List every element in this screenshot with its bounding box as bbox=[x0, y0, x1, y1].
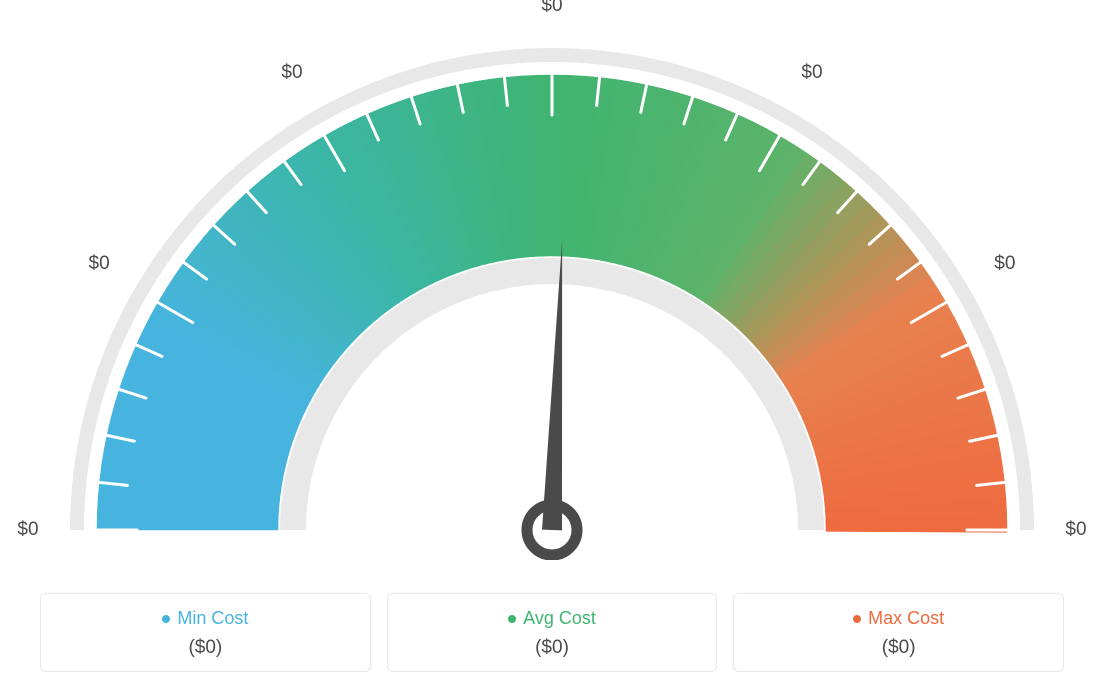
legend-title: Avg Cost bbox=[523, 608, 596, 629]
legend-title-row: Min Cost bbox=[51, 608, 360, 629]
legend-dot-icon bbox=[853, 615, 861, 623]
gauge-chart: $0 $0 $0 $0 $0 $0 $0 bbox=[0, 0, 1104, 560]
legend-value: ($0) bbox=[51, 637, 360, 659]
legend-row: Min Cost ($0) Avg Cost ($0) Max Cost ($0) bbox=[40, 593, 1064, 672]
legend-dot-icon bbox=[162, 615, 170, 623]
legend-title: Min Cost bbox=[177, 608, 248, 629]
legend-value: ($0) bbox=[744, 637, 1053, 659]
gauge-tick-label: $0 bbox=[801, 62, 822, 84]
gauge-tick-label: $0 bbox=[89, 253, 110, 275]
gauge-tick-label: $0 bbox=[541, 0, 562, 17]
legend-card: Avg Cost ($0) bbox=[387, 593, 718, 672]
gauge-tick-label: $0 bbox=[1065, 519, 1086, 541]
legend-card: Max Cost ($0) bbox=[733, 593, 1064, 672]
legend-title: Max Cost bbox=[868, 608, 944, 629]
gauge-tick-label: $0 bbox=[994, 253, 1015, 275]
gauge-tick-label: $0 bbox=[17, 519, 38, 541]
legend-dot-icon bbox=[508, 615, 516, 623]
legend-title-row: Max Cost bbox=[744, 608, 1053, 629]
gauge-tick-label: $0 bbox=[281, 62, 302, 84]
gauge-svg bbox=[0, 0, 1104, 560]
legend-value: ($0) bbox=[398, 637, 707, 659]
legend-title-row: Avg Cost bbox=[398, 608, 707, 629]
legend-card: Min Cost ($0) bbox=[40, 593, 371, 672]
